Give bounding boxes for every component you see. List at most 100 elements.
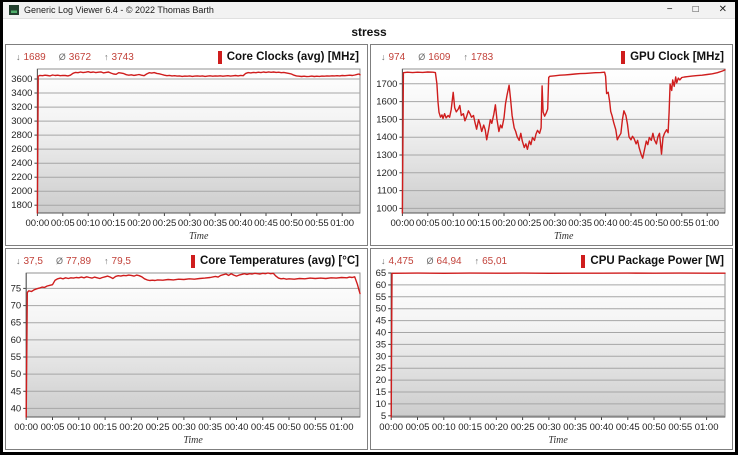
svg-text:1300: 1300	[376, 150, 397, 161]
svg-text:65: 65	[11, 318, 22, 329]
min-value: 4,475	[388, 255, 414, 267]
svg-text:00:35: 00:35	[198, 422, 222, 433]
svg-text:20: 20	[376, 375, 387, 386]
svg-text:00:40: 00:40	[590, 422, 614, 433]
svg-text:00:00: 00:00	[379, 422, 403, 433]
svg-text:00:25: 00:25	[153, 218, 177, 229]
avg-value: 77,89	[65, 255, 92, 267]
svg-text:65: 65	[376, 269, 387, 279]
max-arrow-icon: ↑	[463, 52, 468, 62]
max-arrow-icon: ↑	[104, 52, 109, 62]
minimize-button[interactable]: −	[666, 4, 673, 15]
svg-text:00:15: 00:15	[458, 422, 482, 433]
svg-text:00:05: 00:05	[51, 218, 75, 229]
svg-text:1100: 1100	[377, 186, 397, 197]
max-value: 65,01	[482, 255, 508, 267]
svg-text:00:20: 00:20	[127, 218, 151, 229]
max-arrow-icon: ↑	[474, 256, 480, 266]
core-clocks-legend: Core Clocks (avg) [MHz]	[217, 50, 359, 64]
svg-text:01:00: 01:00	[695, 218, 719, 229]
svg-text:35: 35	[376, 339, 387, 350]
svg-text:00:25: 00:25	[511, 422, 535, 433]
svg-text:3000: 3000	[11, 116, 32, 127]
min-arrow-icon: ↓	[16, 256, 21, 266]
avg-value: 64,94	[436, 255, 462, 267]
svg-text:00:45: 00:45	[251, 422, 275, 433]
svg-text:70: 70	[11, 301, 22, 312]
svg-text:00:20: 00:20	[492, 218, 516, 229]
svg-text:10: 10	[376, 399, 387, 410]
svg-text:2000: 2000	[11, 186, 32, 197]
svg-text:00:20: 00:20	[484, 422, 508, 433]
svg-text:00:55: 00:55	[670, 218, 694, 229]
avg-symbol-icon: Ø	[426, 256, 434, 266]
svg-text:55: 55	[11, 352, 22, 363]
dataset-title: stress	[351, 25, 387, 39]
svg-text:2400: 2400	[11, 158, 32, 169]
svg-text:25: 25	[376, 363, 387, 374]
title-bar[interactable]: Generic Log Viewer 6.4 - © 2022 Thomas B…	[3, 2, 735, 19]
svg-text:00:25: 00:25	[518, 218, 542, 229]
core-temperatures-stats: ↓ 37,5 Ø 77,89 ↑ 79,5	[16, 256, 144, 267]
svg-text:Time: Time	[554, 231, 574, 242]
close-button[interactable]: ✕	[718, 4, 727, 15]
panel-cpu-package-power: ↓ 4,475 Ø 64,94 ↑ 65,01 CPU Package Powe…	[370, 248, 733, 450]
svg-text:50: 50	[11, 369, 22, 380]
avg-symbol-icon: Ø	[55, 256, 63, 266]
svg-text:00:40: 00:40	[229, 218, 253, 229]
min-arrow-icon: ↓	[381, 52, 386, 62]
svg-text:01:00: 01:00	[330, 218, 354, 229]
legend-color-bar-icon	[581, 254, 586, 268]
legend-color-bar-icon	[190, 254, 195, 268]
svg-text:75: 75	[11, 283, 22, 294]
svg-text:3600: 3600	[11, 74, 32, 85]
legend-color-bar-icon	[621, 50, 626, 64]
svg-text:00:10: 00:10	[432, 422, 456, 433]
svg-text:30: 30	[376, 351, 387, 362]
svg-text:1800: 1800	[11, 200, 32, 211]
svg-text:00:35: 00:35	[203, 218, 227, 229]
min-value: 37,5	[23, 255, 43, 267]
svg-text:1200: 1200	[376, 168, 397, 179]
svg-text:55: 55	[376, 292, 387, 303]
svg-text:2600: 2600	[11, 144, 32, 155]
svg-text:00:45: 00:45	[616, 422, 640, 433]
svg-text:00:05: 00:05	[406, 422, 430, 433]
max-value: 79,5	[111, 255, 131, 267]
svg-text:00:20: 00:20	[119, 422, 143, 433]
cpu-package-power-stats: ↓ 4,475 Ø 64,94 ↑ 65,01	[381, 256, 520, 267]
svg-text:00:30: 00:30	[537, 422, 561, 433]
avg-value: 3672	[68, 51, 92, 63]
legend-color-bar-icon	[217, 50, 222, 64]
min-arrow-icon: ↓	[16, 52, 21, 62]
charts-grid: ↓ 1689 Ø 3672 ↑ 3743 Core Clocks (avg) […	[5, 44, 733, 450]
core-temperatures-legend: Core Temperatures (avg) [°C]	[190, 254, 359, 268]
svg-text:00:35: 00:35	[563, 422, 587, 433]
panel-core-clocks: ↓ 1689 Ø 3672 ↑ 3743 Core Clocks (avg) […	[5, 44, 368, 246]
core-clocks-stats: ↓ 1689 Ø 3672 ↑ 3743	[16, 52, 147, 63]
avg-symbol-icon: Ø	[58, 52, 66, 62]
svg-text:2200: 2200	[11, 172, 32, 183]
svg-text:60: 60	[376, 280, 387, 291]
svg-text:00:45: 00:45	[254, 218, 278, 229]
app-window: Generic Log Viewer 6.4 - © 2022 Thomas B…	[3, 2, 735, 452]
min-value: 974	[388, 51, 406, 63]
svg-text:00:10: 00:10	[76, 218, 100, 229]
maximize-button[interactable]: □	[692, 4, 699, 15]
svg-text:00:55: 00:55	[305, 218, 329, 229]
svg-text:00:50: 00:50	[280, 218, 304, 229]
svg-text:00:05: 00:05	[416, 218, 440, 229]
svg-text:2800: 2800	[11, 130, 32, 141]
svg-text:40: 40	[11, 403, 22, 414]
svg-text:5: 5	[381, 411, 386, 422]
svg-text:00:50: 00:50	[645, 218, 669, 229]
svg-text:00:50: 00:50	[277, 422, 301, 433]
svg-text:00:45: 00:45	[619, 218, 643, 229]
chart-title: Core Clocks (avg) [MHz]	[226, 51, 359, 63]
min-arrow-icon: ↓	[381, 256, 386, 266]
svg-text:1700: 1700	[376, 79, 397, 90]
